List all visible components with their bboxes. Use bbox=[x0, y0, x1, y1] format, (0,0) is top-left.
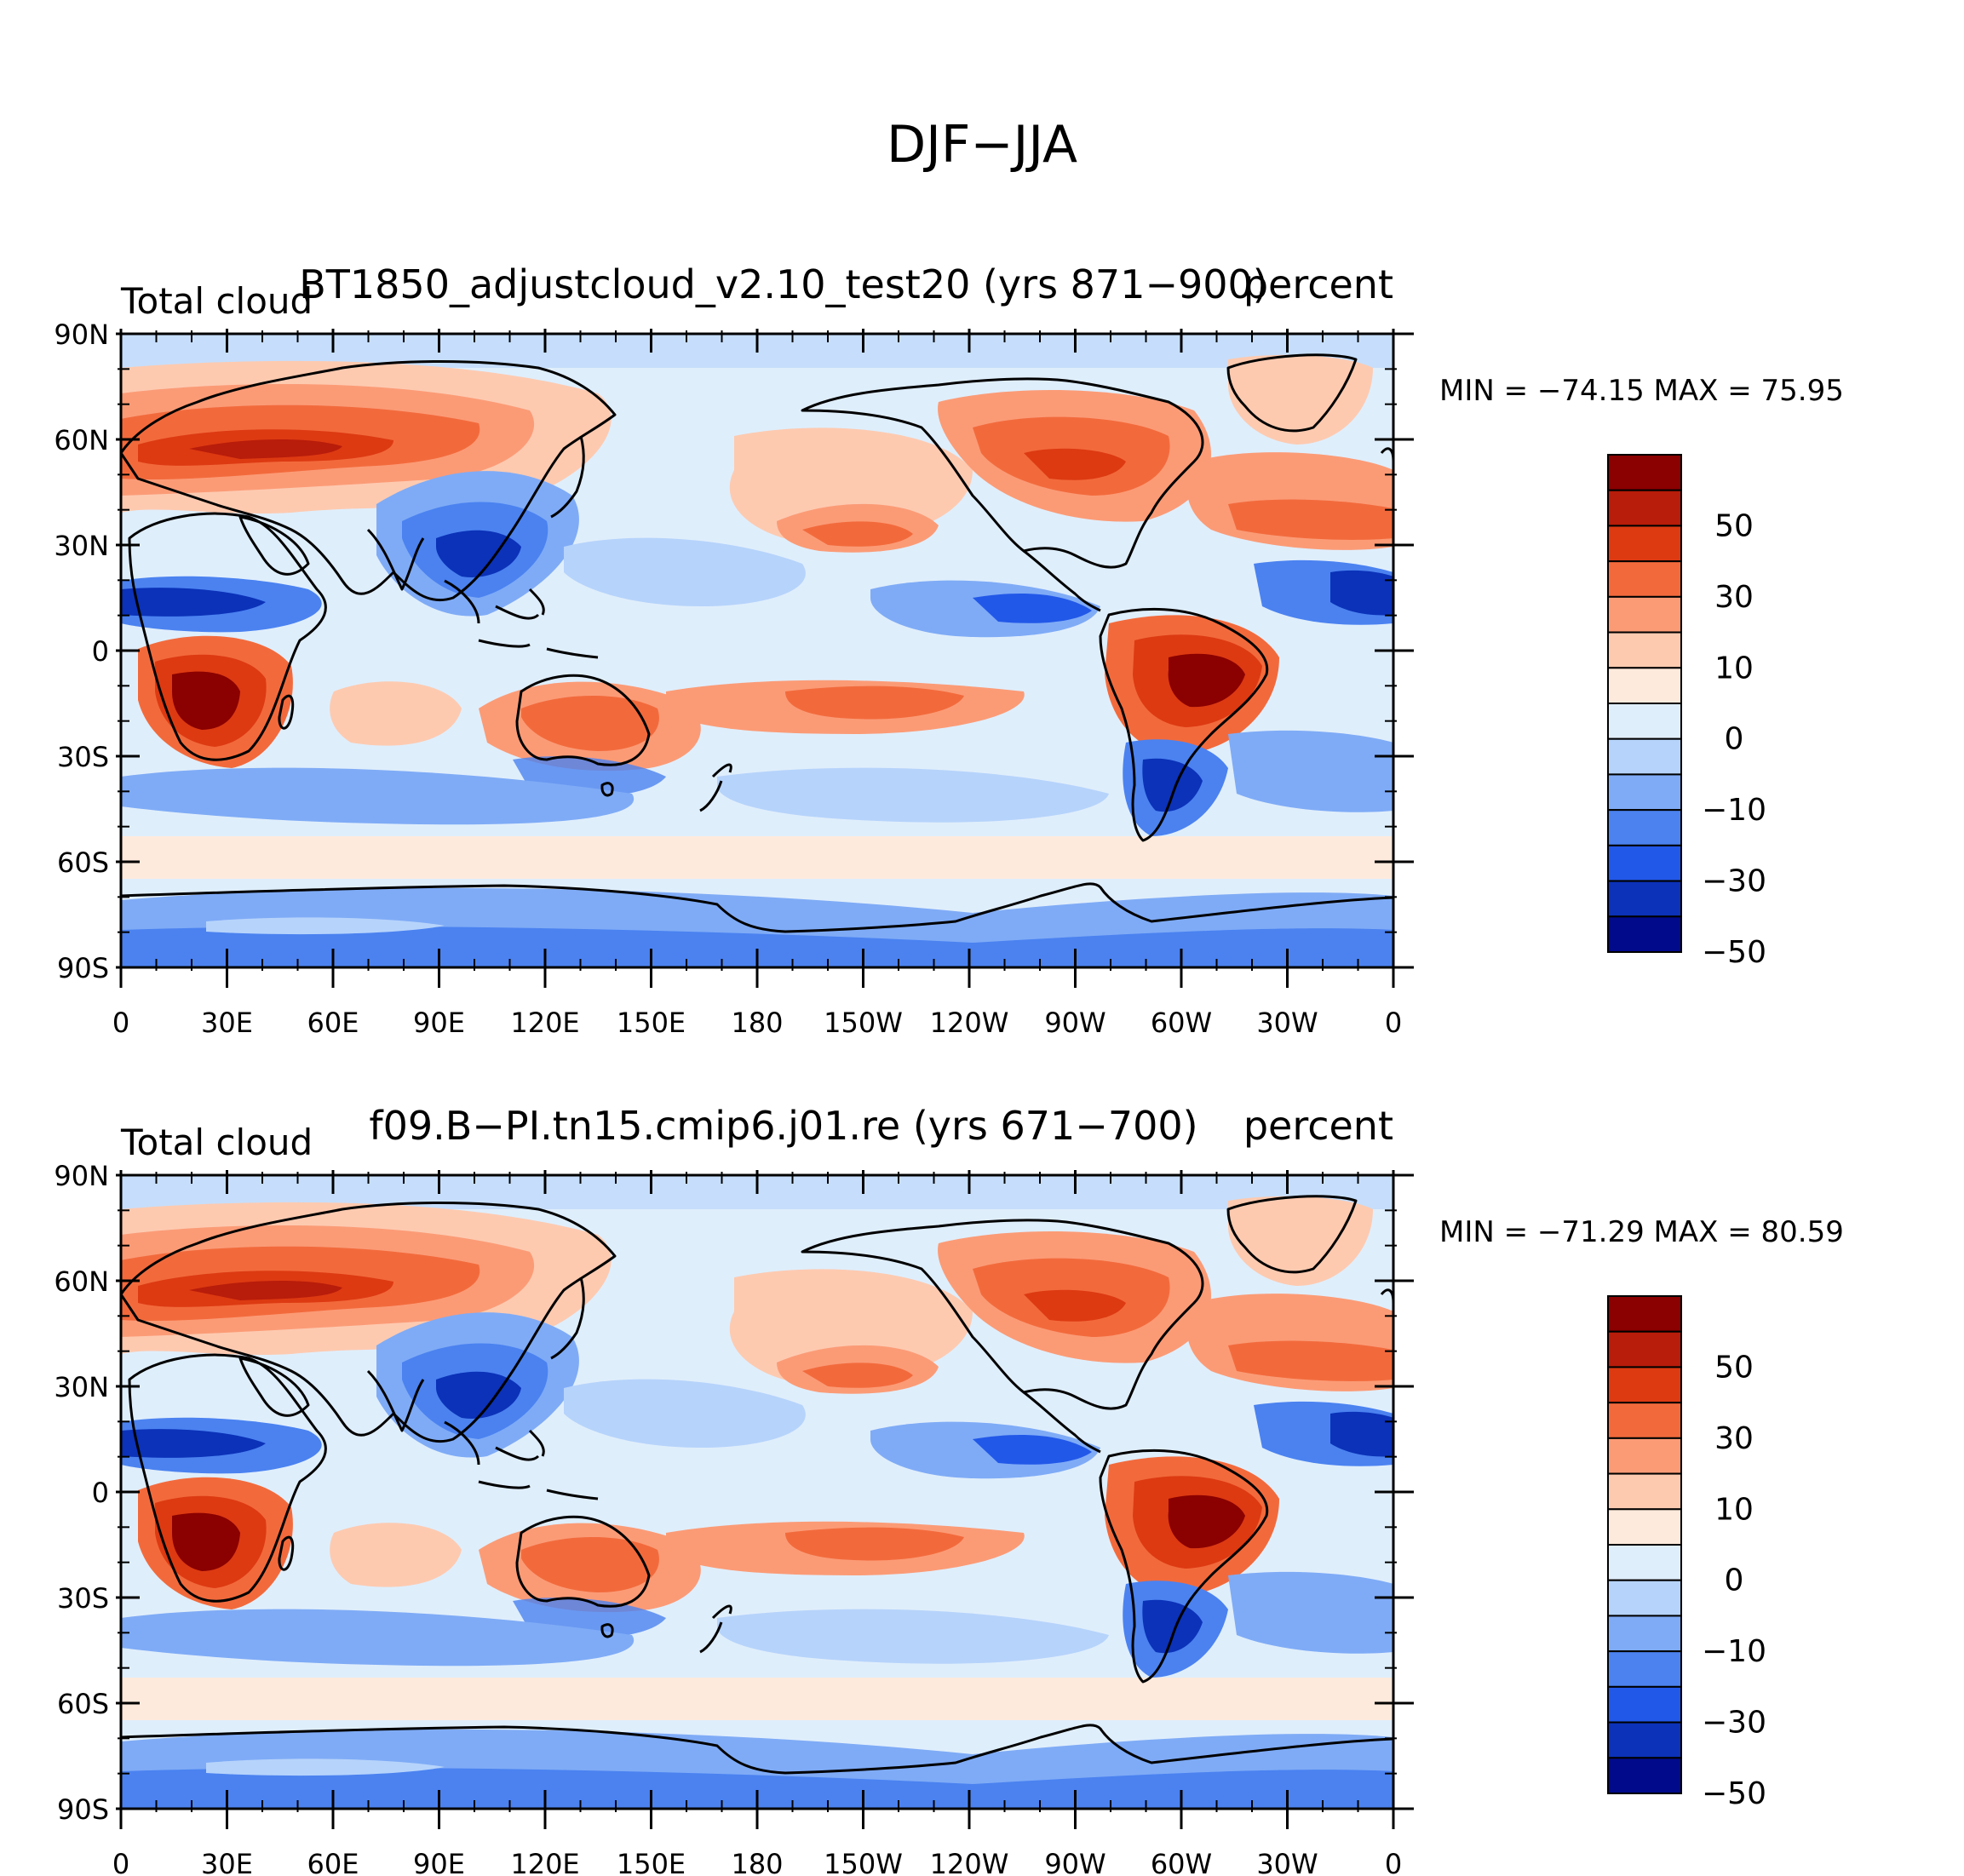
colorbar: 50 30 10 0 −10 −30 −50 bbox=[1607, 1295, 1766, 1811]
colorbar-label: 10 bbox=[1714, 651, 1754, 686]
lon-label: 90W bbox=[1044, 1848, 1105, 1876]
lon-label: 0 bbox=[1385, 1007, 1402, 1039]
colorbar-swatch bbox=[1607, 737, 1682, 776]
figure-title: DJF−JJA bbox=[887, 115, 1077, 175]
lat-label: 60S bbox=[57, 846, 109, 879]
colorbar-swatch bbox=[1607, 1685, 1682, 1724]
colorbar-swatch bbox=[1607, 1615, 1682, 1653]
panel-units: percent bbox=[1243, 261, 1393, 307]
lon-label: 120W bbox=[930, 1848, 1009, 1876]
lon-label: 30E bbox=[201, 1848, 253, 1876]
lat-label: 90N bbox=[54, 318, 109, 351]
colorbar: 50 30 10 0 −10 −30 −50 bbox=[1607, 454, 1766, 970]
colorbar-swatch bbox=[1607, 1508, 1682, 1546]
lon-label: 0 bbox=[112, 1848, 129, 1876]
lon-label: 150W bbox=[824, 1848, 903, 1876]
lon-label: 180 bbox=[731, 1007, 783, 1039]
min-max-stats: MIN = −74.15 MAX = 75.95 bbox=[1439, 374, 1844, 408]
colorbar-swatch bbox=[1607, 454, 1682, 491]
colorbar-label: 30 bbox=[1714, 580, 1754, 615]
colorbar-label: −50 bbox=[1702, 935, 1766, 970]
colorbar-swatch bbox=[1607, 1402, 1682, 1439]
lat-label: 60N bbox=[54, 1265, 109, 1298]
lat-label: 90S bbox=[57, 952, 109, 984]
panel-center-title: f09.B−PI.tn15.cmip6.j01.re (yrs 671−700) bbox=[369, 1103, 1197, 1149]
colorbar-label: 10 bbox=[1714, 1492, 1754, 1527]
panel-center-title: BT1850_adjustcloud_v2.10_test20 (yrs 871… bbox=[299, 261, 1268, 307]
lon-label: 90E bbox=[413, 1848, 465, 1876]
map-panel-top: Total cloudBT1850_adjustcloud_v2.10_test… bbox=[54, 261, 1844, 1039]
colorbar-swatch bbox=[1607, 525, 1682, 563]
lat-label: 90N bbox=[54, 1160, 109, 1192]
panel-units: percent bbox=[1243, 1103, 1393, 1149]
lat-label: 0 bbox=[92, 635, 109, 668]
colorbar-swatch bbox=[1607, 1650, 1682, 1688]
lon-label: 60W bbox=[1151, 1007, 1212, 1039]
colorbar-swatch bbox=[1607, 1472, 1682, 1511]
colorbar-swatch bbox=[1607, 844, 1682, 882]
colorbar-label: 30 bbox=[1714, 1421, 1754, 1456]
panel-left-title: Total cloud bbox=[120, 280, 313, 322]
lon-label: 60W bbox=[1151, 1848, 1212, 1876]
lon-label: 150E bbox=[617, 1007, 686, 1039]
lon-label: 30E bbox=[201, 1007, 253, 1039]
colorbar-label: 50 bbox=[1714, 1350, 1754, 1385]
colorbar-swatch bbox=[1607, 1295, 1682, 1333]
colorbar-swatch bbox=[1607, 880, 1682, 918]
colorbar-label: −30 bbox=[1702, 864, 1766, 899]
lon-label: 120W bbox=[930, 1007, 1009, 1039]
colorbar-swatch bbox=[1607, 1579, 1682, 1617]
lon-label: 90W bbox=[1044, 1007, 1105, 1039]
colorbar-label: 50 bbox=[1714, 508, 1754, 543]
lon-label: 150W bbox=[824, 1007, 903, 1039]
lon-label: 120E bbox=[510, 1007, 579, 1039]
lon-label: 60E bbox=[307, 1848, 359, 1876]
colorbar-swatch bbox=[1607, 915, 1682, 954]
lat-label: 60S bbox=[57, 1688, 109, 1720]
lon-label: 90E bbox=[413, 1007, 465, 1039]
lat-label: 30S bbox=[57, 741, 109, 773]
panel-left-title: Total cloud bbox=[120, 1122, 313, 1163]
contour-field bbox=[121, 334, 1393, 967]
colorbar-label: −30 bbox=[1702, 1706, 1766, 1741]
lat-label: 0 bbox=[92, 1477, 109, 1509]
colorbar-label: −50 bbox=[1702, 1776, 1766, 1811]
lon-label: 60E bbox=[307, 1007, 359, 1039]
colorbar-swatch bbox=[1607, 595, 1682, 634]
colorbar-swatch bbox=[1607, 1721, 1682, 1759]
lat-label: 30S bbox=[57, 1582, 109, 1615]
colorbar-swatch bbox=[1607, 1544, 1682, 1581]
colorbar-swatch bbox=[1607, 1330, 1682, 1368]
colorbar-swatch bbox=[1607, 809, 1682, 846]
lat-label: 30N bbox=[54, 1371, 109, 1403]
lat-label: 90S bbox=[57, 1793, 109, 1826]
lon-label: 30W bbox=[1256, 1848, 1318, 1876]
colorbar-swatch bbox=[1607, 631, 1682, 669]
lon-label: 0 bbox=[112, 1007, 129, 1039]
colorbar-swatch bbox=[1607, 1757, 1682, 1794]
lon-label: 150E bbox=[617, 1848, 686, 1876]
colorbar-swatch bbox=[1607, 560, 1682, 598]
map-panel-bottom: Total cloud f09.B−PI.tn15.cmip6.j01.re (y… bbox=[54, 1103, 1844, 1876]
colorbar-swatch bbox=[1607, 667, 1682, 704]
lon-label: 0 bbox=[1385, 1848, 1402, 1876]
colorbar-label: 0 bbox=[1725, 722, 1744, 757]
lon-label: 180 bbox=[731, 1848, 783, 1876]
colorbar-label: −10 bbox=[1702, 1634, 1766, 1669]
colorbar-label: −10 bbox=[1702, 793, 1766, 828]
contour-field bbox=[121, 1175, 1393, 1809]
colorbar-swatch bbox=[1607, 773, 1682, 812]
colorbar-swatch bbox=[1607, 1437, 1682, 1475]
colorbar-swatch bbox=[1607, 703, 1682, 740]
lat-label: 60N bbox=[54, 424, 109, 456]
lat-label: 30N bbox=[54, 530, 109, 562]
min-max-stats: MIN = −71.29 MAX = 80.59 bbox=[1439, 1215, 1844, 1249]
lon-label: 30W bbox=[1256, 1007, 1318, 1039]
colorbar-swatch bbox=[1607, 489, 1682, 527]
colorbar-label: 0 bbox=[1725, 1563, 1744, 1598]
colorbar-swatch bbox=[1607, 1366, 1682, 1404]
lon-label: 120E bbox=[510, 1848, 579, 1876]
